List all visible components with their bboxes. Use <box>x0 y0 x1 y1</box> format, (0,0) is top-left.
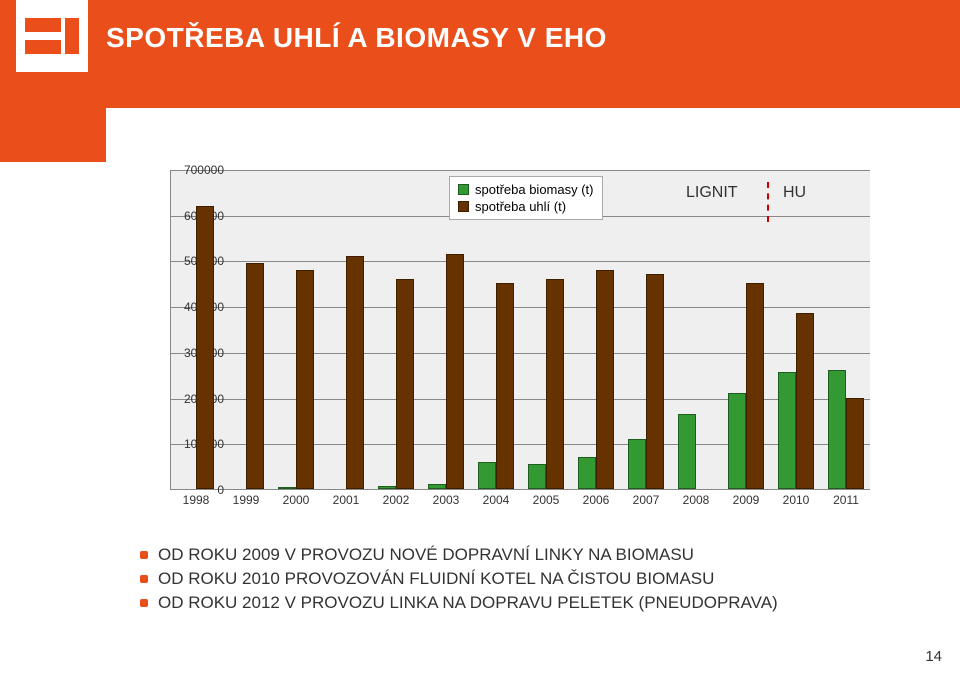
bar-biomass <box>578 457 596 489</box>
xtick-label: 2001 <box>333 493 360 507</box>
bar-biomass <box>378 486 396 489</box>
chart-annotation: LIGNIT <box>686 184 738 202</box>
bar-coal <box>296 270 314 489</box>
bullet-text: OD ROKU 2010 PROVOZOVÁN FLUIDNÍ KOTEL NA… <box>158 569 714 589</box>
bar-biomass <box>528 464 546 489</box>
ytick-label: 300000 <box>164 346 224 360</box>
bullet-text: OD ROKU 2012 V PROVOZU LINKA NA DOPRAVU … <box>158 593 778 613</box>
bar-coal <box>746 283 764 489</box>
xtick-label: 1999 <box>233 493 260 507</box>
bar-coal <box>246 263 264 489</box>
bullet-dot-icon <box>140 599 148 607</box>
bar-biomass <box>428 484 446 489</box>
xtick-label: 2008 <box>683 493 710 507</box>
bar-coal <box>596 270 614 489</box>
ytick-label: 100000 <box>164 437 224 451</box>
bar-biomass <box>728 393 746 489</box>
bar-biomass <box>278 487 296 489</box>
chart-annotation: HU <box>783 184 806 202</box>
legend-item: spotřeba uhlí (t) <box>458 198 594 215</box>
cez-logo <box>16 0 88 72</box>
bar-coal <box>446 254 464 489</box>
bar-biomass <box>778 372 796 489</box>
bar-coal <box>646 274 664 489</box>
page-number: 14 <box>925 648 942 665</box>
gridline <box>171 261 870 262</box>
gridline <box>171 399 870 400</box>
xtick-label: 2002 <box>383 493 410 507</box>
gridline <box>171 444 870 445</box>
bar-biomass <box>828 370 846 489</box>
xtick-label: 1998 <box>183 493 210 507</box>
consumption-chart: 0100000200000300000400000500000600000700… <box>110 170 870 520</box>
bar-biomass <box>478 462 496 489</box>
legend-swatch <box>458 201 469 212</box>
header-bar: SPOTŘEBA UHLÍ A BIOMASY V EHO <box>0 0 960 108</box>
legend-label: spotřeba biomasy (t) <box>475 182 594 197</box>
xtick-label: 2003 <box>433 493 460 507</box>
xtick-label: 2005 <box>533 493 560 507</box>
gridline <box>171 170 870 171</box>
bullet-text: OD ROKU 2009 V PROVOZU NOVÉ DOPRAVNÍ LIN… <box>158 545 694 565</box>
ytick-label: 700000 <box>164 163 224 177</box>
plot-area: 0100000200000300000400000500000600000700… <box>170 170 870 490</box>
bar-coal <box>846 398 864 489</box>
bar-biomass <box>628 439 646 489</box>
gridline <box>171 353 870 354</box>
ytick-label: 500000 <box>164 254 224 268</box>
ytick-label: 600000 <box>164 209 224 223</box>
xtick-label: 2000 <box>283 493 310 507</box>
xtick-label: 2004 <box>483 493 510 507</box>
annotation-divider <box>767 182 769 222</box>
bullet-dot-icon <box>140 551 148 559</box>
bar-coal <box>196 206 214 489</box>
header-stub <box>0 108 106 162</box>
bullet-item: OD ROKU 2012 V PROVOZU LINKA NA DOPRAVU … <box>140 593 900 613</box>
bar-coal <box>496 283 514 489</box>
bar-coal <box>796 313 814 489</box>
bullet-item: OD ROKU 2009 V PROVOZU NOVÉ DOPRAVNÍ LIN… <box>140 545 900 565</box>
xtick-label: 2007 <box>633 493 660 507</box>
xtick-label: 2010 <box>783 493 810 507</box>
ytick-label: 400000 <box>164 300 224 314</box>
legend-swatch <box>458 184 469 195</box>
bullet-item: OD ROKU 2010 PROVOZOVÁN FLUIDNÍ KOTEL NA… <box>140 569 900 589</box>
bar-coal <box>396 279 414 489</box>
chart-legend: spotřeba biomasy (t) spotřeba uhlí (t) <box>449 176 603 220</box>
xtick-label: 2011 <box>833 493 859 507</box>
bar-coal <box>546 279 564 489</box>
bar-coal <box>346 256 364 489</box>
ytick-label: 200000 <box>164 392 224 406</box>
bullet-dot-icon <box>140 575 148 583</box>
xtick-label: 2006 <box>583 493 610 507</box>
legend-label: spotřeba uhlí (t) <box>475 199 566 214</box>
bullet-list: OD ROKU 2009 V PROVOZU NOVÉ DOPRAVNÍ LIN… <box>140 545 900 617</box>
xtick-label: 2009 <box>733 493 760 507</box>
page-title: SPOTŘEBA UHLÍ A BIOMASY V EHO <box>106 0 607 54</box>
gridline <box>171 307 870 308</box>
bar-biomass <box>678 414 696 489</box>
legend-item: spotřeba biomasy (t) <box>458 181 594 198</box>
